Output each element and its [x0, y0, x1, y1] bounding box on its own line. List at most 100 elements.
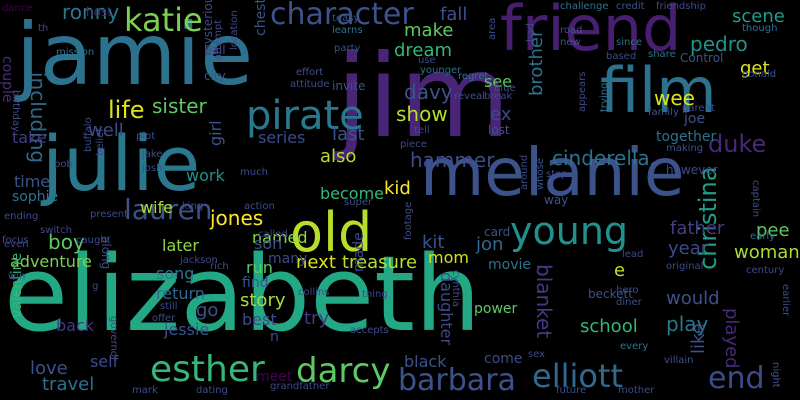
- word: invite: [332, 79, 366, 93]
- word: wee: [654, 86, 695, 110]
- word: king: [182, 201, 204, 212]
- word: go: [196, 300, 219, 321]
- word: dating: [196, 385, 228, 396]
- word: wife: [140, 198, 174, 217]
- word: ball: [204, 43, 226, 57]
- word: however: [666, 163, 718, 177]
- word: story: [240, 290, 286, 311]
- word: credit: [616, 1, 645, 12]
- word: captain: [750, 180, 761, 218]
- word: ex: [490, 104, 512, 125]
- word: tell: [414, 125, 430, 136]
- word: new: [560, 37, 581, 48]
- word: including: [26, 72, 50, 164]
- word: super: [344, 197, 373, 208]
- word: valentine: [9, 252, 25, 318]
- word: darcy: [296, 351, 391, 391]
- word: ronny: [62, 0, 120, 24]
- word: old: [290, 201, 373, 264]
- word: young: [510, 209, 629, 253]
- word: lauren: [124, 193, 213, 226]
- word: series: [258, 128, 306, 147]
- word: diner: [616, 297, 642, 308]
- word: julie: [42, 119, 201, 208]
- word: whose: [535, 158, 546, 190]
- word: th: [38, 23, 49, 34]
- word: play: [666, 312, 709, 336]
- word: teasy: [332, 13, 360, 24]
- word: trying: [599, 82, 610, 112]
- word: lost: [488, 123, 510, 137]
- word: reveal: [454, 91, 486, 102]
- word: party: [334, 43, 361, 54]
- word: josh: [142, 163, 163, 174]
- word: cynthia: [450, 270, 461, 307]
- word: hero: [616, 285, 639, 296]
- word: collins: [298, 287, 330, 298]
- word: bob: [54, 159, 73, 170]
- word: black: [404, 352, 447, 371]
- word: early: [750, 231, 776, 242]
- word: still: [160, 301, 178, 312]
- word: back: [56, 316, 95, 335]
- word: later: [162, 236, 199, 255]
- word: much: [240, 167, 268, 178]
- word: since: [616, 37, 642, 48]
- word: break: [484, 91, 513, 102]
- word: effort: [296, 67, 324, 78]
- word: jon: [476, 234, 504, 255]
- word: elizabeth: [4, 233, 481, 355]
- word: challenge: [560, 1, 609, 12]
- word: jake: [142, 149, 163, 160]
- word: sophie: [12, 189, 59, 205]
- word: parent: [682, 103, 715, 114]
- word: show: [396, 102, 448, 126]
- word: school: [580, 316, 638, 337]
- word: switch: [40, 225, 72, 236]
- word: try: [304, 308, 330, 329]
- word: action: [244, 201, 275, 212]
- word: g: [92, 281, 99, 292]
- word: davy: [404, 80, 453, 104]
- word: jamie: [16, 5, 254, 105]
- word: caught: [76, 235, 111, 246]
- word: meet: [256, 369, 293, 385]
- word: elliott: [532, 357, 624, 395]
- word: around: [519, 154, 530, 190]
- word: bad: [525, 23, 536, 42]
- word: run: [246, 258, 273, 277]
- word: katie: [124, 1, 203, 39]
- word: girl: [206, 120, 225, 146]
- word: come: [484, 351, 523, 367]
- word: return: [156, 284, 205, 303]
- word: every: [620, 341, 649, 352]
- word: blanket: [532, 264, 556, 339]
- word: buffalo: [83, 117, 94, 152]
- word: best: [242, 310, 277, 329]
- word: sister: [152, 94, 207, 118]
- word: villain: [664, 355, 694, 366]
- word: grandfather: [270, 381, 330, 392]
- word: also: [320, 146, 357, 167]
- word: together: [656, 129, 717, 145]
- word: governor: [108, 316, 119, 362]
- word: plot: [136, 131, 156, 142]
- word: night: [770, 362, 781, 388]
- word: host: [86, 5, 112, 19]
- word: city: [204, 69, 226, 83]
- word: fall: [440, 4, 468, 25]
- word: e: [614, 260, 626, 281]
- word: share: [648, 49, 676, 60]
- word: joe: [684, 111, 706, 127]
- word: even: [4, 239, 29, 250]
- word: adventure: [10, 252, 92, 271]
- word: area: [487, 17, 498, 40]
- word: boy: [48, 230, 85, 254]
- word: learns: [332, 25, 363, 36]
- word: original: [666, 261, 704, 272]
- word: Control: [680, 51, 724, 65]
- word: focus: [2, 235, 29, 246]
- word: year: [668, 238, 709, 259]
- word: character: [270, 0, 414, 32]
